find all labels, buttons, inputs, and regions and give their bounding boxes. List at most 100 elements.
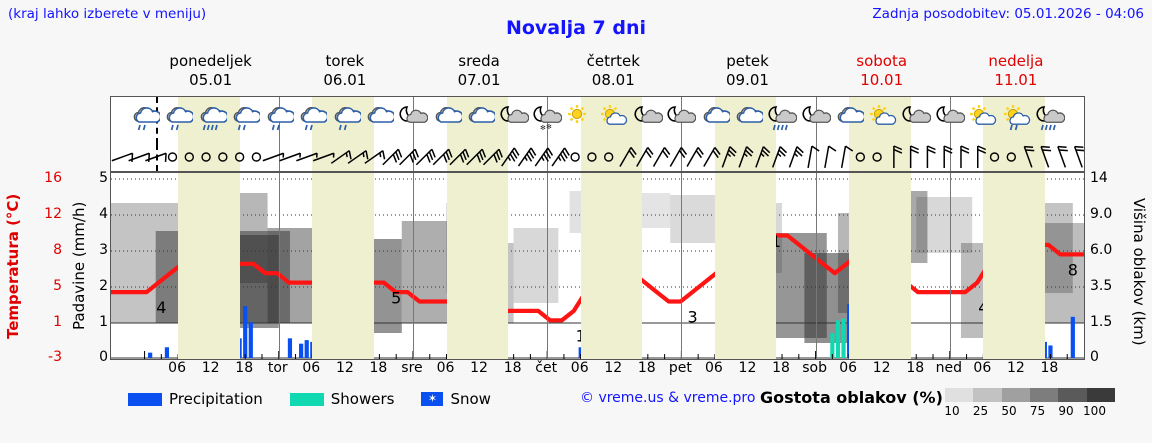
temp-ticks-value: 1 <box>53 314 62 330</box>
precip-ticks-value: 0 <box>99 349 108 365</box>
cloud-rain-light-icon <box>297 103 329 137</box>
temperature-label: 4 <box>156 298 166 317</box>
day-name: petek <box>726 52 769 70</box>
cloud-density-tick: 10 <box>944 404 960 418</box>
day-separator <box>278 173 280 359</box>
x-tick-label: 06 <box>168 360 187 376</box>
cloud-rain-heavy-icon <box>197 103 229 137</box>
day-name: četrtek <box>586 52 640 70</box>
cloud-density-tick: 50 <box>1001 404 1017 418</box>
wind-barb-band <box>110 144 1085 172</box>
day-separator <box>949 173 951 359</box>
day-header-ponedeljek: ponedeljek 05.01 <box>144 52 278 90</box>
x-tick-label: 18 <box>503 360 522 376</box>
x-tick-label: čet <box>535 360 558 376</box>
day-name: sobota <box>856 52 908 70</box>
weather-icon-band: ✻ ✻ <box>110 96 1085 144</box>
x-tick-label: 12 <box>470 360 488 376</box>
cloud-density-tick: 90 <box>1058 404 1074 418</box>
x-tick-label: 12 <box>201 360 220 376</box>
current-time-line <box>155 144 158 171</box>
precipitation-bar <box>164 347 170 358</box>
temp-ticks-value: -3 <box>48 349 62 365</box>
x-tick-label: 06 <box>839 360 858 376</box>
day-separator <box>815 173 817 359</box>
moon-cloud-icon <box>499 103 529 137</box>
moon-cloud-rain-icon <box>1035 103 1066 137</box>
legend-label-precipitation: Precipitation <box>169 390 263 408</box>
daylight-shade <box>714 173 777 359</box>
day-header-petek: petek 09.01 <box>680 52 814 90</box>
day-name: torek <box>325 52 365 70</box>
x-tick-label: 12 <box>738 360 757 376</box>
cloud-density-legend-title: Gostota oblakov (%) <box>760 388 943 407</box>
day-separator <box>681 173 683 359</box>
day-header-nedelja: nedelja 11.01 <box>949 52 1083 90</box>
last-update-text: Zadnja posodobitev: 05.01.2026 - 04:06 <box>872 6 1144 22</box>
daylight-shade <box>983 144 1045 171</box>
temp-ticks-value: 8 <box>53 242 62 258</box>
daylight-shade <box>849 173 911 359</box>
x-tick-label: 06 <box>570 360 589 376</box>
sun-cloud-icon <box>868 103 898 137</box>
cloud-density-blob <box>916 197 973 253</box>
day-header-sreda: sreda 07.01 <box>412 52 546 90</box>
cloudheight-tick-value: 9.0 <box>1090 206 1113 222</box>
x-tick-label: 12 <box>335 360 354 376</box>
copyright-text[interactable]: © vreme.us & vreme.pro <box>580 390 756 406</box>
cloudheight-axis-title: Višina oblakov (km) <box>1130 198 1148 346</box>
showers-bar <box>830 332 835 358</box>
day-separator <box>547 173 549 359</box>
day-date: 08.01 <box>591 71 635 89</box>
legend-label-snow: Snow <box>450 390 491 408</box>
temperature-axis-title: Temperatura (°C) <box>4 193 22 339</box>
moon-cloud-icon <box>935 103 966 137</box>
day-date: 09.01 <box>726 71 769 89</box>
svg-text:✻: ✻ <box>546 123 552 131</box>
cloud-rain-light-icon <box>264 103 296 137</box>
wind-barb-row <box>111 145 1084 168</box>
cloudheight-tick-value: 0 <box>1090 349 1099 365</box>
cloud-overcast-icon <box>700 103 732 137</box>
legend-label-showers: Showers <box>330 390 395 408</box>
svg-text:✻: ✻ <box>540 124 546 132</box>
sun-cloud-rain-icon <box>1002 103 1032 137</box>
x-tick-label: 18 <box>637 360 656 376</box>
temperature-label: 5 <box>391 289 401 308</box>
day-separator <box>681 144 683 171</box>
cloud-density-blob <box>1039 223 1084 323</box>
precipitation-bar <box>287 338 293 358</box>
cloud-overcast-icon <box>733 103 765 137</box>
x-tick-label: 12 <box>1006 360 1025 376</box>
precipitation-bar <box>299 343 304 358</box>
daylight-shade <box>312 173 374 359</box>
cloud-density-tick: 100 <box>1083 404 1106 418</box>
day-date: 05.01 <box>189 71 233 89</box>
menu-hint-text: (kraj lahko izberete v meniju) <box>8 6 207 22</box>
day-date: 07.01 <box>457 71 501 89</box>
day-separator <box>547 144 549 171</box>
cloud-density-step <box>1086 388 1115 402</box>
cloud-density-tick: 25 <box>972 404 989 418</box>
cloudheight-tick-value: 6.0 <box>1090 242 1113 258</box>
temp-ticks-value: 12 <box>44 206 62 222</box>
precipitation-bar <box>243 306 248 358</box>
sun-cloud-icon <box>968 103 998 137</box>
precipitation-swatch <box>128 392 162 406</box>
legend: Precipitation Showers ✶ Snow <box>128 388 511 410</box>
precipitation-axis-ticks: 5 4 3 2 1 0 <box>90 166 108 366</box>
day-separator <box>278 144 280 171</box>
showers-bar <box>841 318 846 358</box>
showers-swatch <box>289 392 324 406</box>
temperature-label: 3 <box>687 307 697 326</box>
cloud-density-step <box>1058 388 1087 402</box>
x-tick-label: sre <box>401 360 423 376</box>
showers-bar <box>835 320 841 358</box>
day-date: 06.01 <box>323 71 367 89</box>
x-tick-label: 12 <box>604 360 623 376</box>
precip-ticks-value: 1 <box>99 314 108 330</box>
cloud-overcast-icon <box>465 103 497 137</box>
x-tick-label: 06 <box>973 360 992 376</box>
precip-ticks-value: 5 <box>99 170 108 186</box>
moon-cloud-icon <box>801 103 831 137</box>
